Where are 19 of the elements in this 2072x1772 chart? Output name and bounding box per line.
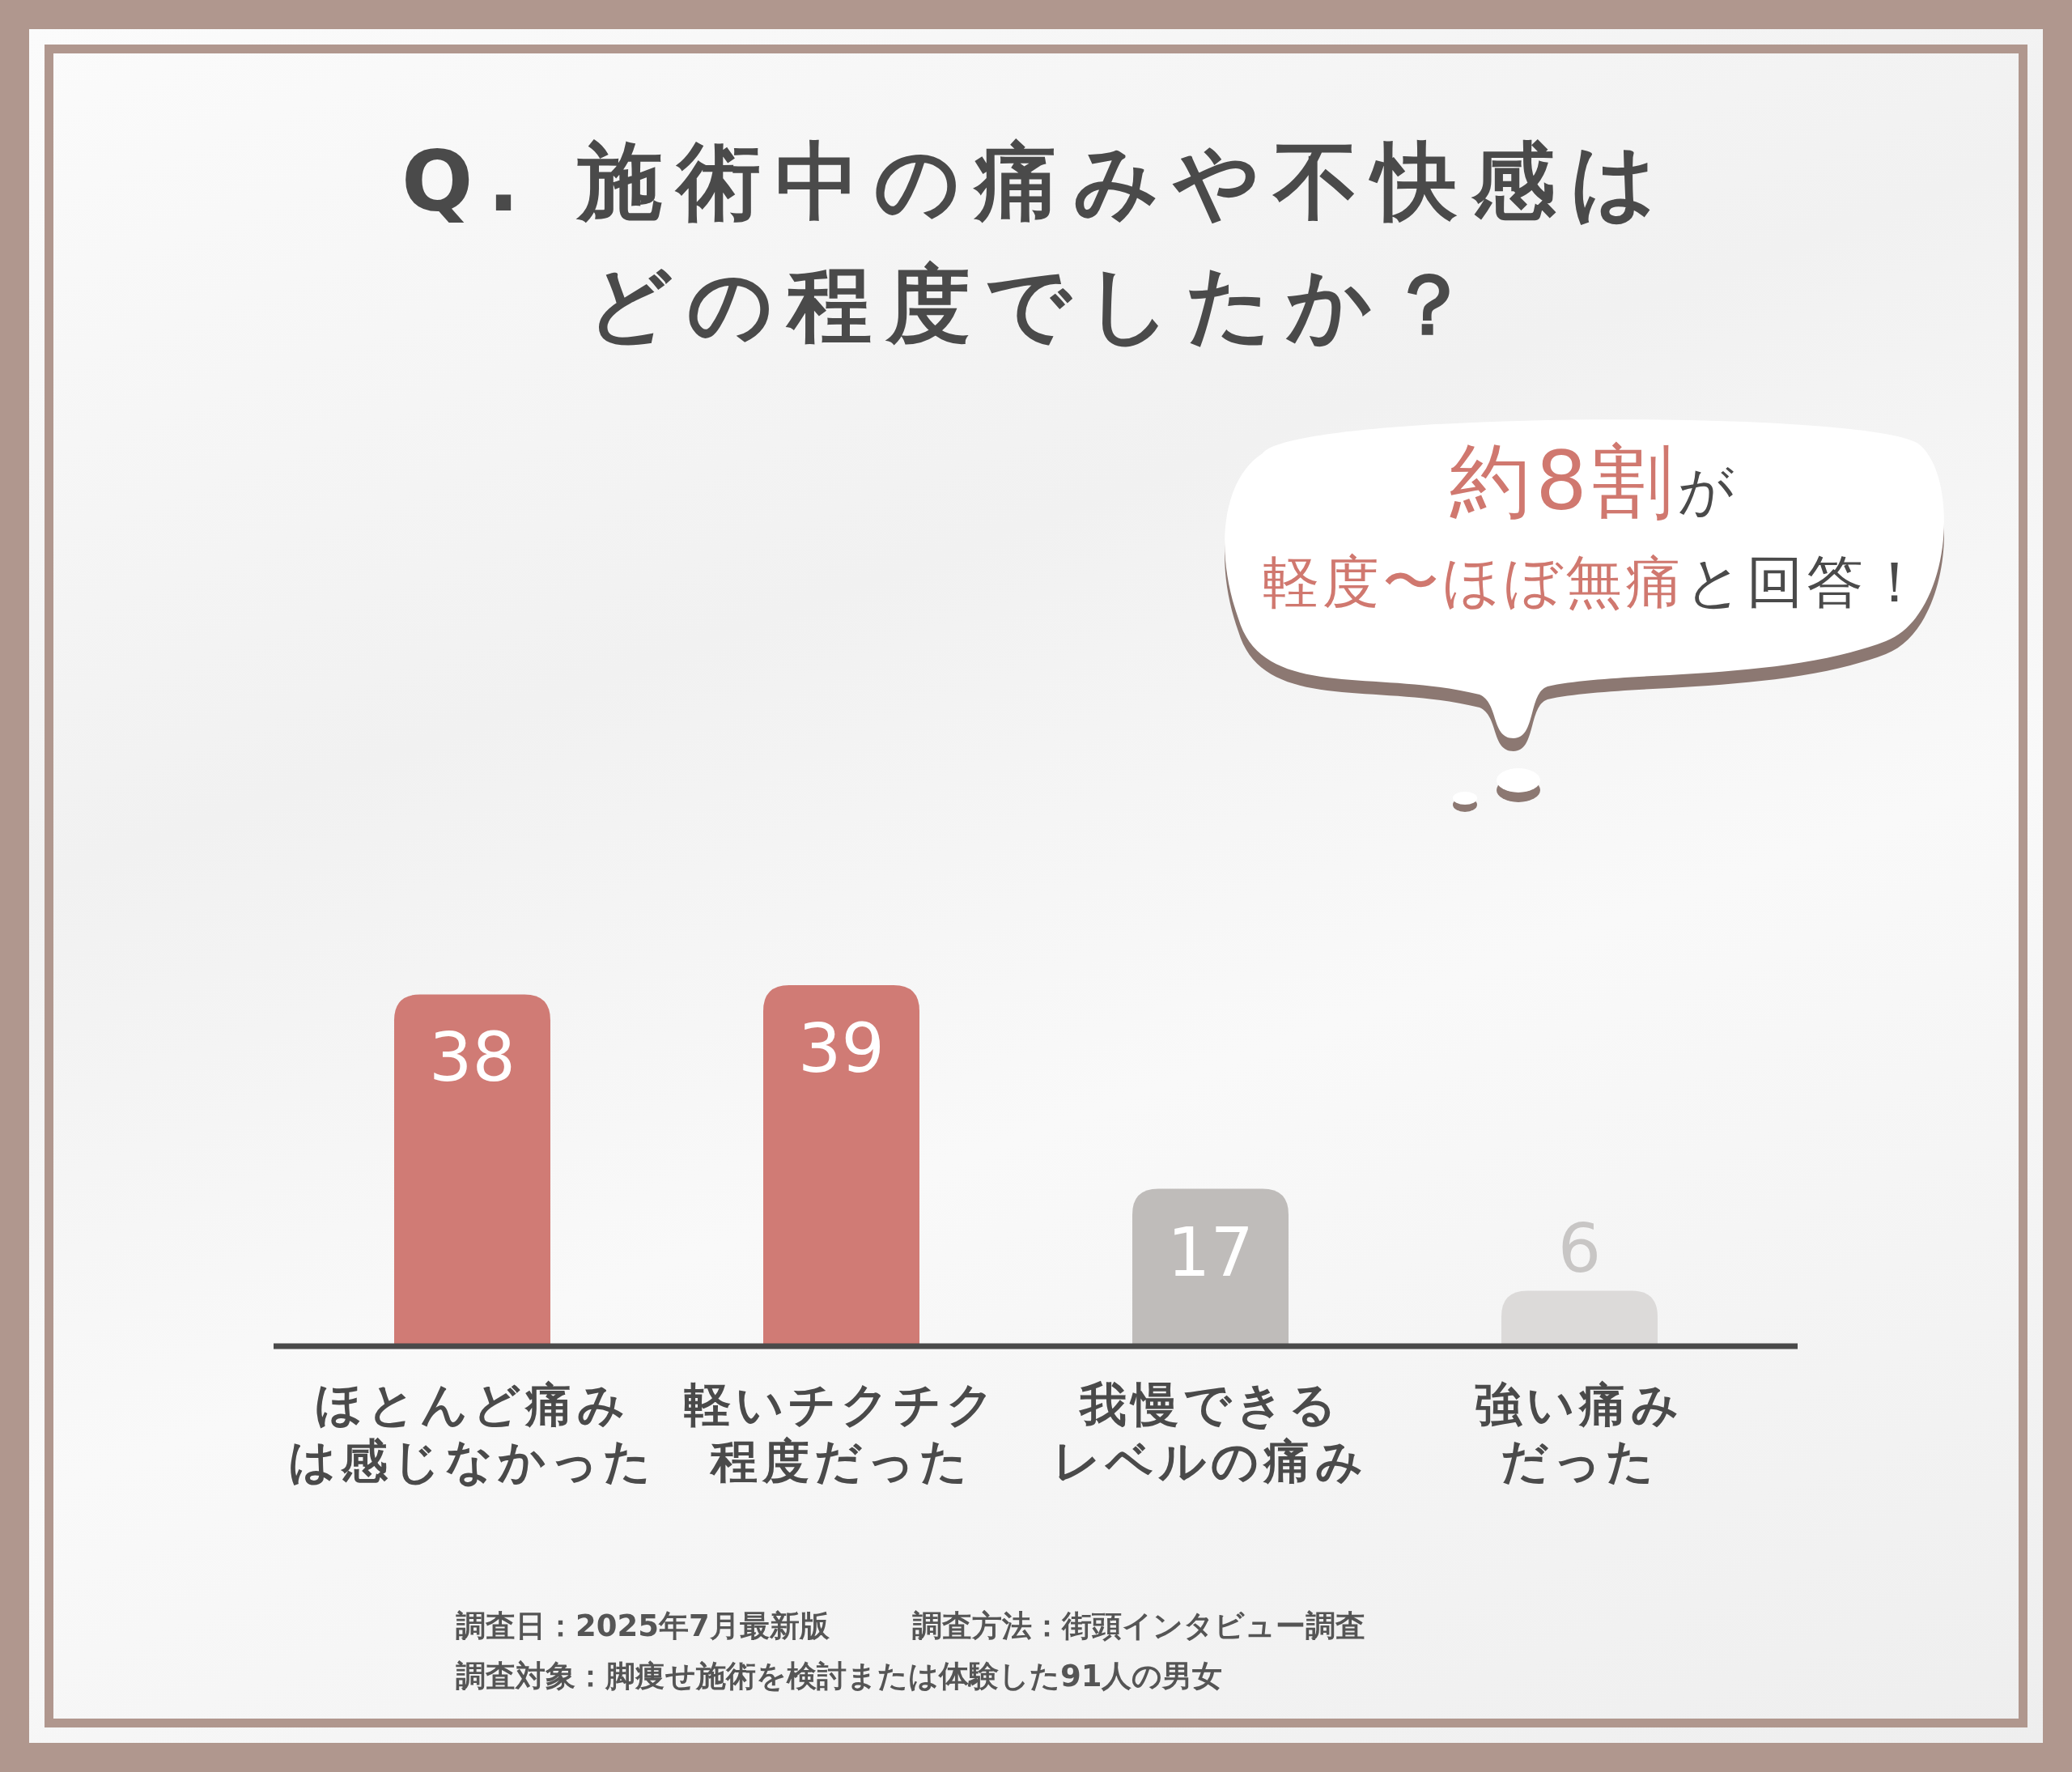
data-label: 39 xyxy=(798,1009,885,1088)
text: 調査日：2025年7月最新版 xyxy=(456,1608,830,1645)
bar xyxy=(1501,1290,1658,1346)
text: 調査方法：街頭インタビュー調査 xyxy=(912,1608,1365,1645)
data-label: 38 xyxy=(429,1018,516,1098)
text: と回答！ xyxy=(1685,549,1926,615)
text: 調査対象：脚痩せ施術を検討または体験した91人の男女 xyxy=(456,1658,1223,1695)
data-label: 17 xyxy=(1167,1212,1254,1292)
x-tick-label: 我慢できるレベルの痛み xyxy=(1052,1377,1368,1489)
bar xyxy=(763,985,919,1346)
text: 軽度〜ほぼ無痛 xyxy=(1263,549,1685,615)
text: が xyxy=(1677,458,1739,522)
x-tick-label: 強い痛みだった xyxy=(1475,1377,1684,1489)
x-tick-label: 軽いチクチク程度だった xyxy=(683,1377,999,1489)
text: 約8割 xyxy=(1450,434,1678,529)
bar xyxy=(394,994,550,1346)
bar xyxy=(1132,1188,1289,1346)
chart-title: Q. 施術中の痛みや不快感はどの程度でしたか？ xyxy=(400,131,1672,355)
x-tick-label: ほとんど痛みは感じなかった xyxy=(288,1377,656,1489)
